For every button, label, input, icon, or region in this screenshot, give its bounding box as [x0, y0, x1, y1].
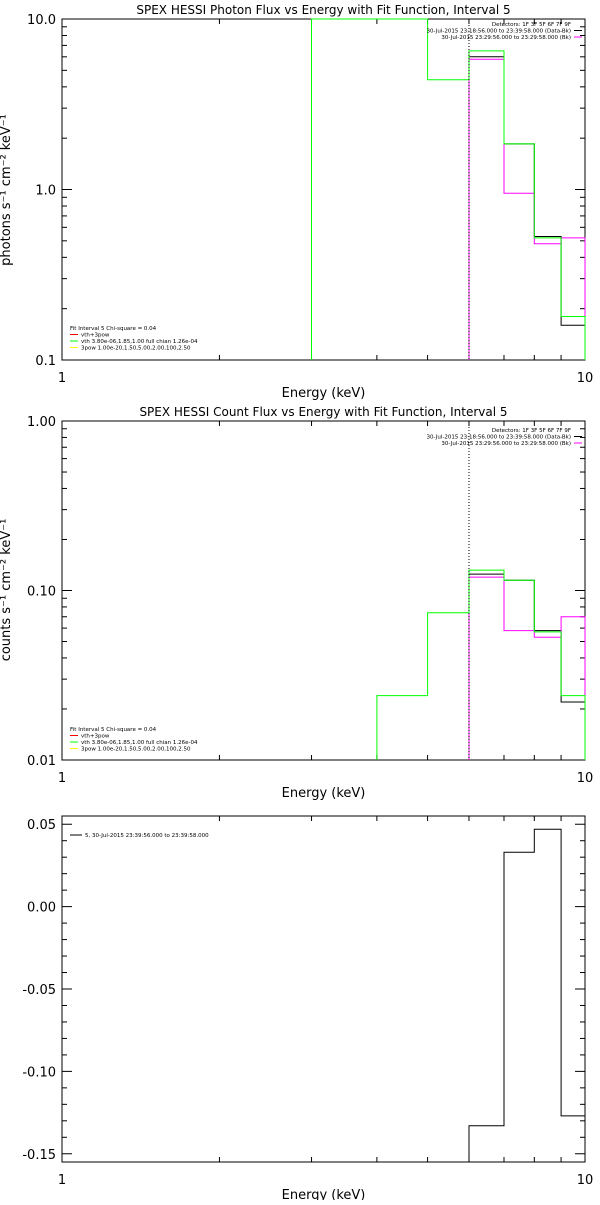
x-tick-label: 1 — [58, 371, 66, 386]
legend-bottom-label: vth 3.80e-06,1.85,1.00 full chian 1.26e-… — [81, 740, 198, 746]
data-series-3 — [311, 18, 586, 360]
legend-top-label: 30-Jul-2015 23:18:56.000 to 23:39:58.000… — [427, 435, 572, 441]
legend-bottom-label: Fit Interval 5 Chi-square = 0.04 — [70, 727, 157, 733]
legend-top-label: Detectors: 1F 3F 5F 6F 7F 9F — [492, 428, 571, 434]
data-series-2 — [468, 576, 586, 760]
data-series-3 — [376, 569, 586, 760]
x-axis-label: Energy (keV) — [282, 786, 366, 801]
y-tick-label: 1.0 — [35, 184, 56, 199]
y-tick-label: 1.00 — [27, 415, 56, 430]
legend-bottom-label: vth+3pow — [81, 734, 110, 740]
data-series-2 — [468, 58, 586, 360]
legend-top-label: Detectors: 1F 3F 5F 6F 7F 9F — [492, 22, 571, 28]
plot-frame — [61, 420, 586, 761]
legend-top-label: 30-Jul-2015 23:29:56.000 to 23:29:58.000… — [441, 35, 571, 41]
plot-frame — [61, 18, 586, 361]
legend-top-label: 30-Jul-2015 23:29:56.000 to 23:29:58.000… — [441, 441, 571, 447]
chart-title: SPEX HESSI Photon Flux vs Energy with Fi… — [136, 3, 510, 17]
x-axis-label: Energy (keV) — [282, 386, 366, 401]
legend-bottom-label: 3pow 1.00e-20,1.50,5.00,2.00,100,2.50 — [81, 346, 191, 352]
x-tick-label: 10 — [577, 1173, 594, 1188]
x-tick-label: 10 — [577, 771, 594, 786]
legend-bottom-label: vth+3pow — [81, 333, 110, 339]
y-tick-label: -0.05 — [22, 983, 56, 998]
chart-panel-3: Energy (keV) 1 10 -0.15 -0.10 -0.05 0.00 0.05 5,… — [22, 815, 594, 1203]
chart-title: SPEX HESSI Count Flux vs Energy with Fit… — [139, 405, 507, 419]
data-series-1 — [468, 573, 586, 760]
x-tick-label: 1 — [58, 1173, 66, 1188]
legend-left-label: 5, 30-Jul-2015 23:39:56.000 to 23:39:58.… — [85, 833, 209, 839]
y-tick-label: 0.00 — [27, 901, 56, 916]
legend-bottom-label: 3pow 1.00e-20,1.50,5.00,2.00,100,2.50 — [81, 747, 191, 753]
chart-panel-2: SPEX HESSI Count Flux vs Energy with Fit… — [0, 405, 593, 801]
plot-frame — [61, 815, 586, 1163]
x-tick-label: 10 — [577, 371, 594, 386]
legend-bottom-label: vth 3.80e-06,1.85,1.00 full chian 1.26e-… — [81, 339, 198, 345]
data-series-1 — [468, 56, 586, 360]
y-tick-label: 0.1 — [35, 354, 56, 369]
data-series-1 — [468, 828, 586, 1162]
y-tick-label: -0.10 — [22, 1065, 56, 1080]
y-tick-label: 0.01 — [27, 754, 56, 769]
y-tick-label: 0.05 — [27, 818, 56, 833]
y-axis-label: counts s⁻¹ cm⁻² keV⁻¹ — [0, 519, 14, 662]
chart-panel-1: SPEX HESSI Photon Flux vs Energy with Fi… — [0, 3, 593, 401]
y-tick-label: -0.15 — [22, 1148, 56, 1163]
x-axis-label: Energy (keV) — [282, 1188, 366, 1200]
y-axis-label: photons s⁻¹ cm⁻² keV⁻¹ — [0, 114, 14, 266]
legend-bottom-label: Fit Interval 5 Chi-square = 0.04 — [70, 326, 157, 332]
y-tick-label: 10.0 — [27, 13, 56, 28]
y-tick-label: 0.10 — [27, 585, 56, 600]
x-tick-label: 1 — [58, 771, 66, 786]
legend-top-label: 30-Jul-2015 23:18:56.000 to 23:39:58.000… — [427, 29, 572, 35]
